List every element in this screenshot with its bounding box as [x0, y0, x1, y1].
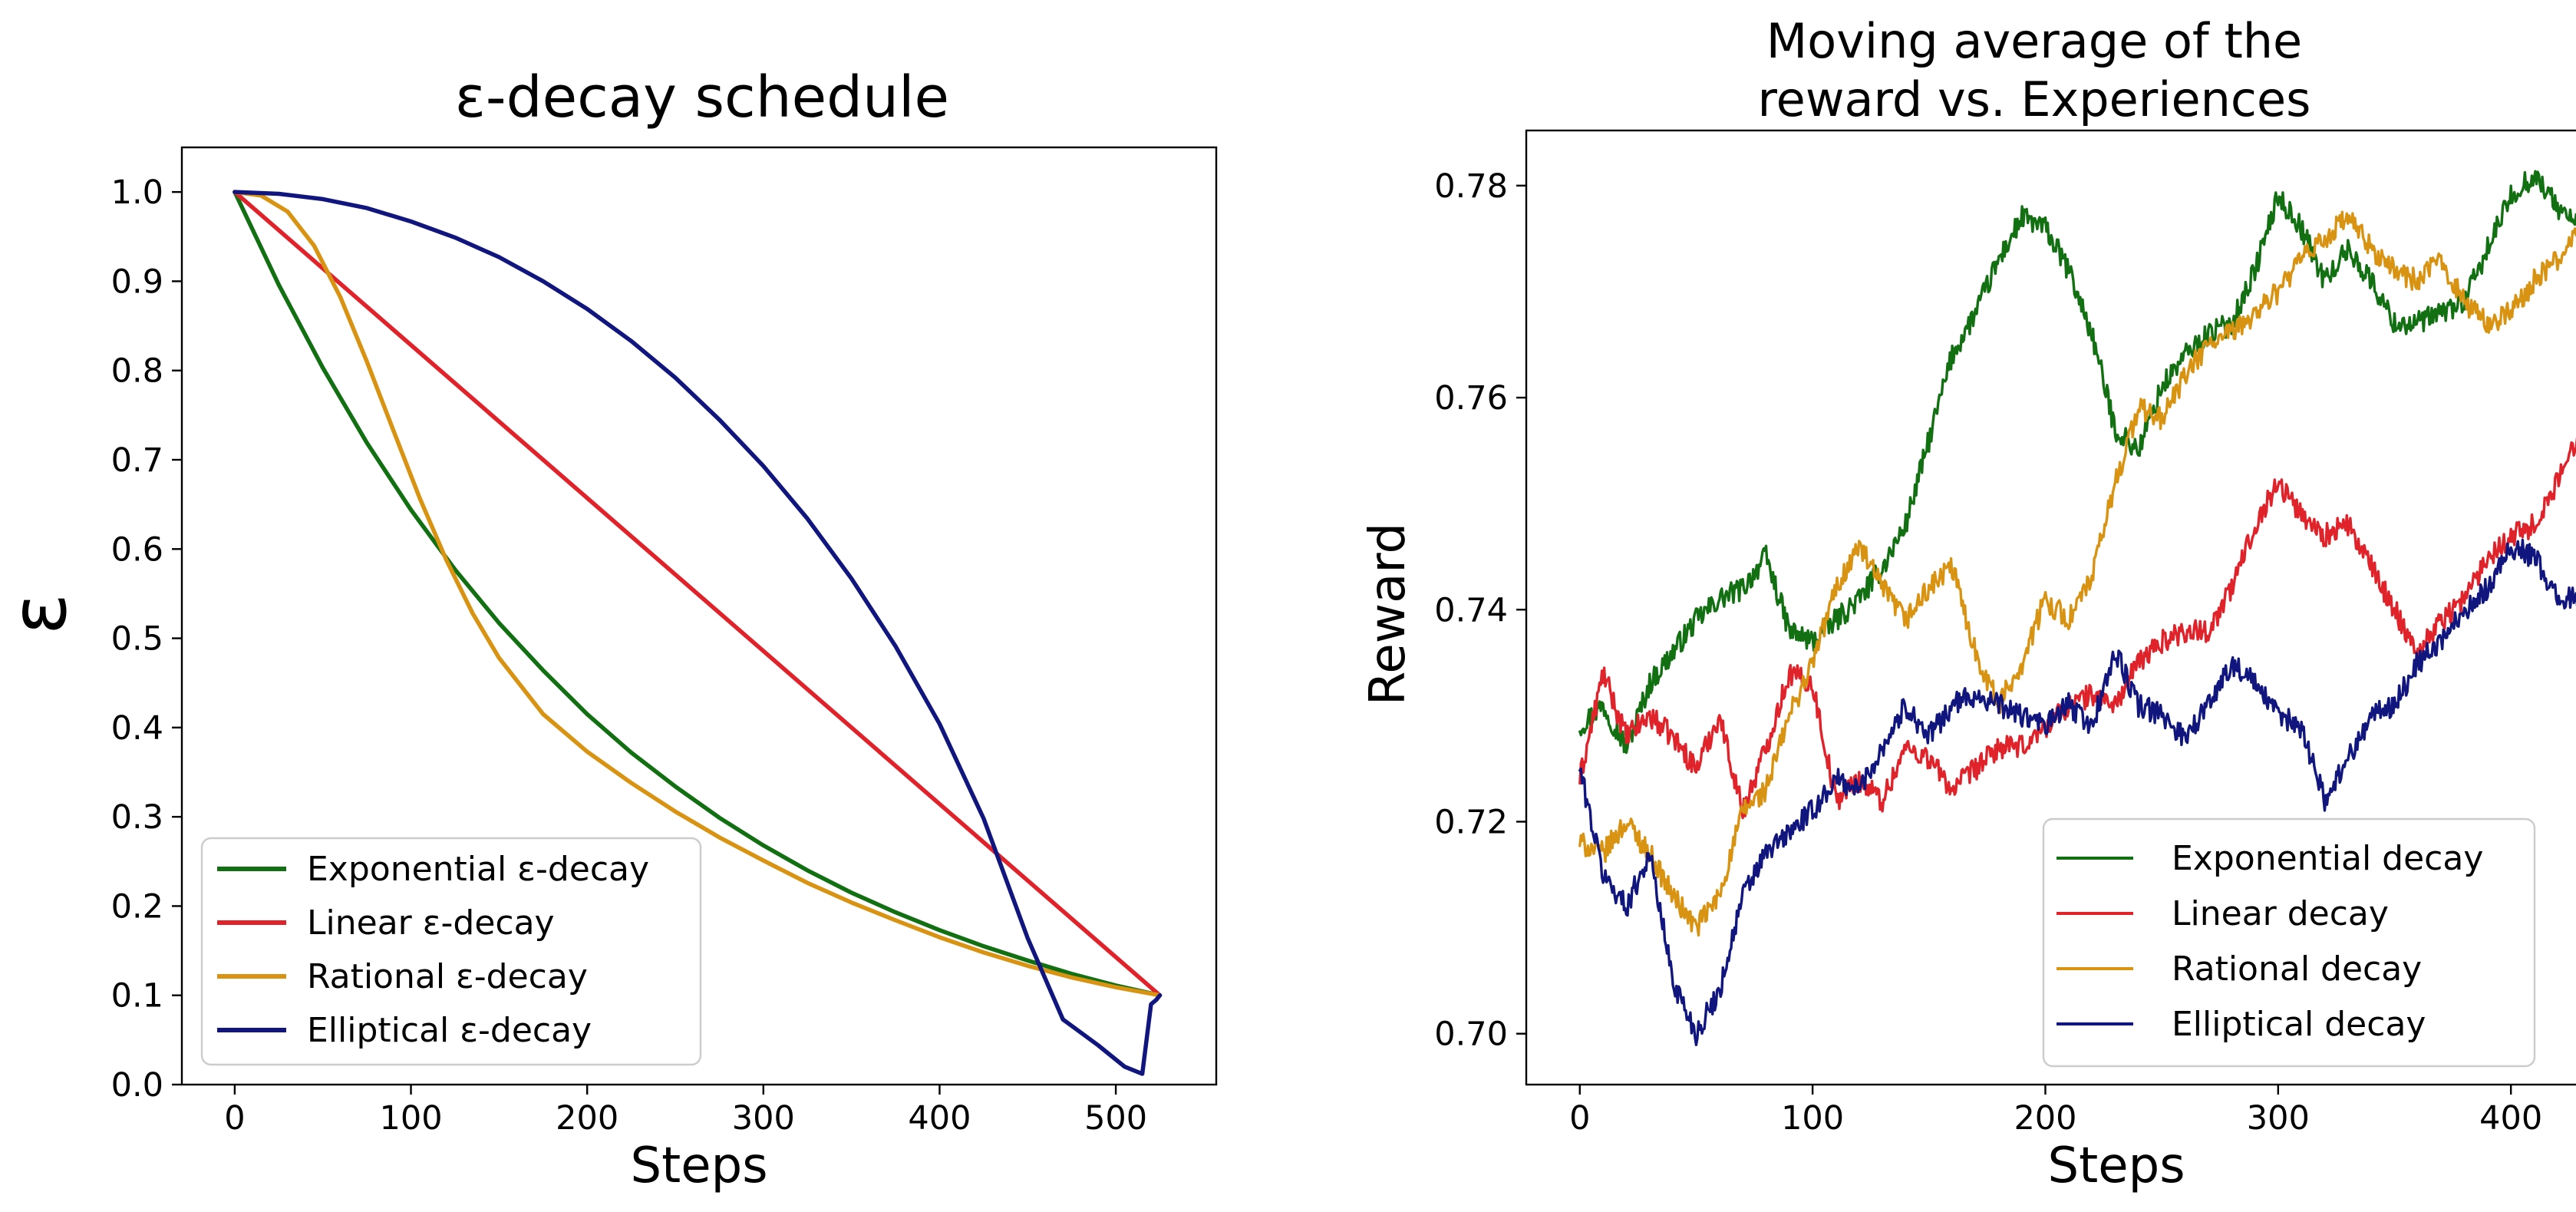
- epsilon-decay-chart: ε-decay schedule 0 100 200 300 400 5000.00.10…: [0, 64, 1218, 1194]
- chart-title-line-1: Moving average of the: [1766, 13, 2302, 69]
- legend: Exponential decay Linear decay Rational de…: [2042, 817, 2536, 1068]
- y-tick-label: 0.8: [111, 352, 163, 391]
- legend-box: [200, 837, 702, 1066]
- legend-label-elliptical-decay: Elliptical ε-decay: [307, 1011, 592, 1050]
- x-tick-label: 0: [1569, 1099, 1590, 1138]
- series-line-elliptical-decay: [1578, 538, 2576, 1046]
- legend-box: [2042, 817, 2536, 1068]
- y-tick-label: 0.5: [111, 620, 163, 659]
- y-axis-label: Reward: [1360, 523, 1417, 705]
- x-tick-label: 400: [2479, 1099, 2542, 1138]
- series-layer: [1578, 170, 2576, 1046]
- legend-entries: Exponential ε-decay Linear ε-decay Rationa…: [217, 850, 649, 1050]
- x-tick-label: 100: [1781, 1099, 1844, 1138]
- y-tick-label: 1.0: [111, 173, 163, 212]
- series-line-rational-decay: [1578, 210, 2576, 937]
- legend-label-linear-decay: Linear ε-decay: [307, 903, 555, 943]
- x-axis-label: Steps: [2047, 1138, 2185, 1194]
- x-tick-label: 500: [1084, 1099, 1147, 1138]
- axis-ticks: 0 100 200 300 400 0.70 0.72 0.74 0.76 0.78: [1434, 167, 2542, 1138]
- y-tick-label: 0.9: [111, 263, 163, 301]
- y-tick-label: 0.3: [111, 798, 163, 837]
- y-tick-label: 0.74: [1434, 591, 1508, 629]
- series-line-linear-decay: [233, 190, 1163, 998]
- series-line-linear-decay: [1578, 437, 2576, 820]
- reward-moving-average-chart: Moving average of the reward vs. Experie…: [1360, 13, 2576, 1194]
- series-line-elliptical-decay: [233, 190, 1163, 1076]
- legend-label-linear-decay: Linear decay: [2172, 894, 2389, 933]
- y-tick-label: 0.7: [111, 441, 163, 480]
- series-line-exponential-decay: [1578, 170, 2576, 755]
- plot-frame: [180, 146, 1218, 1086]
- legend-label-exponential-decay: Exponential decay: [2172, 839, 2483, 878]
- x-tick-label: 400: [908, 1099, 971, 1138]
- series-layer: [233, 190, 1163, 1076]
- x-tick-label: 200: [556, 1099, 618, 1138]
- plot-frame: [1525, 129, 2576, 1086]
- x-tick-label: 0: [224, 1099, 245, 1138]
- x-tick-label: 300: [732, 1099, 795, 1138]
- x-tick-label: 200: [2014, 1099, 2076, 1138]
- legend-label-rational-decay: Rational ε-decay: [307, 957, 588, 996]
- y-tick-label: 0.2: [111, 887, 163, 926]
- y-tick-label: 0.0: [111, 1066, 163, 1105]
- axis-ticks: 0 100 200 300 400 500 0.0 0.1 0.2 0.3 0.4 0.5 0.6 0.7…: [111, 173, 1148, 1138]
- y-tick-label: 0.72: [1434, 803, 1508, 841]
- y-tick-label: 0.4: [111, 709, 163, 748]
- y-tick-label: 0.76: [1434, 379, 1508, 418]
- legend-entries: Exponential decay Linear decay Rational de…: [2057, 839, 2483, 1044]
- y-axis-label: ε: [0, 593, 84, 635]
- legend-label-elliptical-decay: Elliptical decay: [2172, 1005, 2426, 1044]
- legend-label-exponential-decay: Exponential ε-decay: [307, 850, 649, 889]
- chart-title-line-2: reward vs. Experiences: [1758, 71, 2311, 127]
- x-tick-label: 300: [2247, 1099, 2310, 1138]
- legend-label-rational-decay: Rational decay: [2172, 949, 2422, 989]
- x-axis-label: Steps: [630, 1138, 767, 1194]
- y-tick-label: 0.1: [111, 977, 163, 1016]
- x-tick-label: 100: [379, 1099, 442, 1138]
- y-tick-label: 0.70: [1434, 1016, 1508, 1054]
- y-tick-label: 0.6: [111, 530, 163, 569]
- y-tick-label: 0.78: [1434, 167, 1508, 206]
- series-line-rational-decay: [233, 190, 1163, 998]
- chart-title: ε-decay schedule: [455, 64, 949, 130]
- legend: Exponential ε-decay Linear ε-decay Rationa…: [200, 837, 702, 1066]
- series-line-exponential-decay: [233, 190, 1163, 998]
